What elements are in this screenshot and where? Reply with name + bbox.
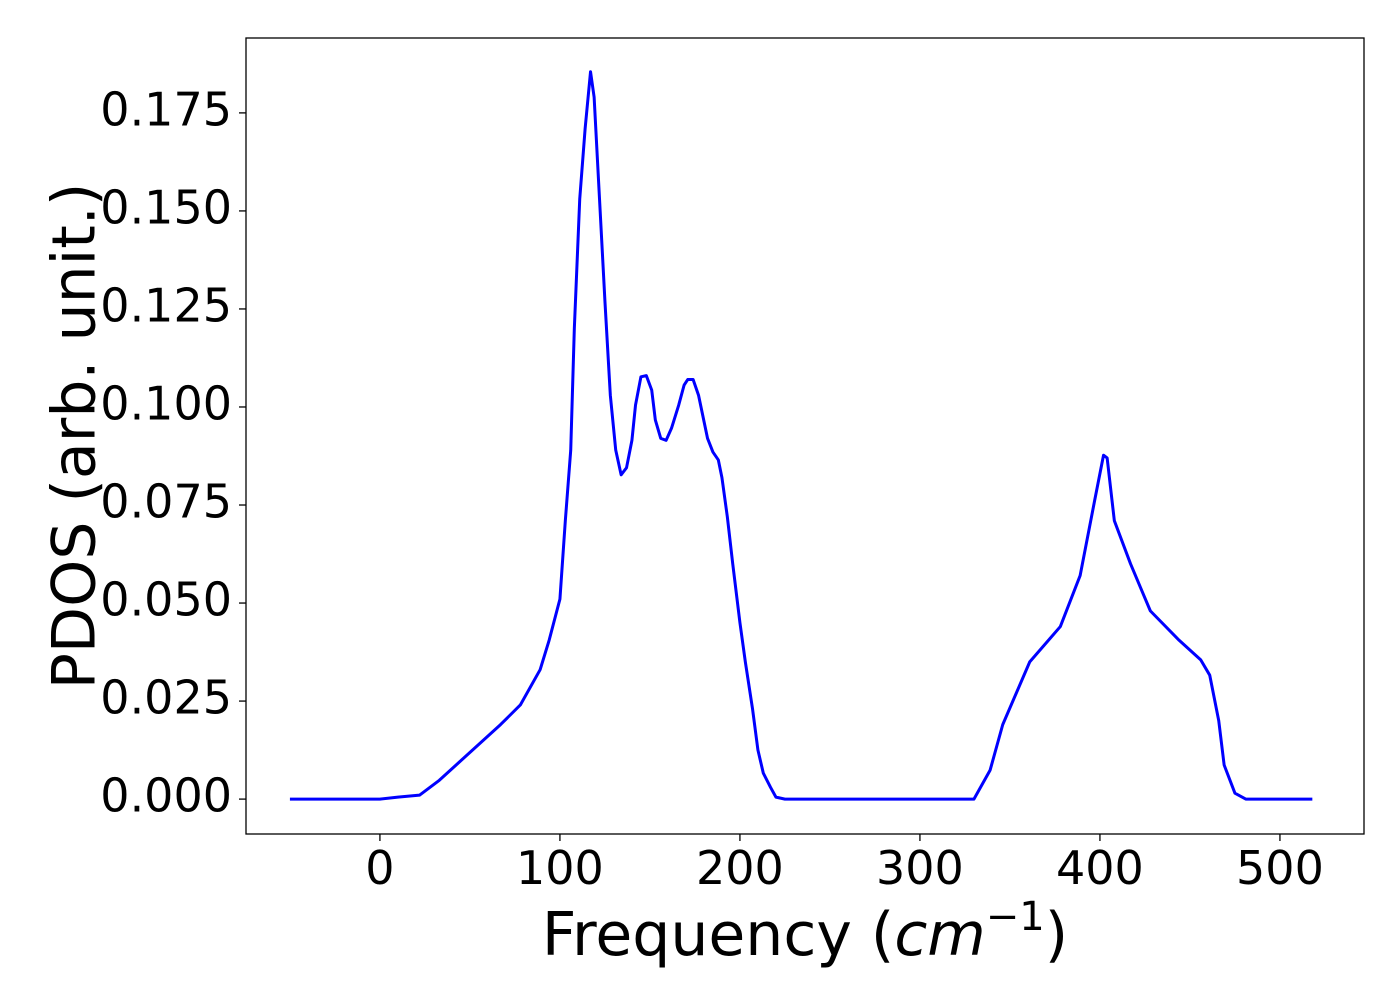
- plot-frame: [245, 37, 1365, 835]
- x-label-prefix: Frequency (: [542, 900, 894, 970]
- y-tick-label: 0.050: [100, 573, 232, 627]
- y-axis-label: PDOS (arb. unit.): [40, 183, 110, 690]
- x-tick-label: 200: [696, 841, 784, 895]
- y-tick-label: 0.150: [100, 180, 232, 234]
- y-tick-label: 0.025: [100, 671, 232, 725]
- y-tick-label: 0.100: [100, 376, 232, 430]
- data-line: [289, 70, 1313, 801]
- y-tick-label: 0.175: [100, 82, 232, 136]
- x-label-exponent: −1: [986, 894, 1045, 940]
- y-tick-label: 0.125: [100, 278, 232, 332]
- x-tick-label: 100: [516, 841, 604, 895]
- x-tick-label: 300: [876, 841, 964, 895]
- x-tick-label: 0: [365, 841, 394, 895]
- x-tick-label: 400: [1056, 841, 1144, 895]
- x-tick-label: 500: [1236, 841, 1324, 895]
- x-label-unit: cm: [894, 900, 985, 970]
- x-axis-label: Frequency (cm−1): [542, 894, 1068, 970]
- y-tick-label: 0.000: [100, 769, 232, 823]
- x-label-suffix: ): [1045, 900, 1068, 970]
- y-tick-label: 0.075: [100, 475, 232, 529]
